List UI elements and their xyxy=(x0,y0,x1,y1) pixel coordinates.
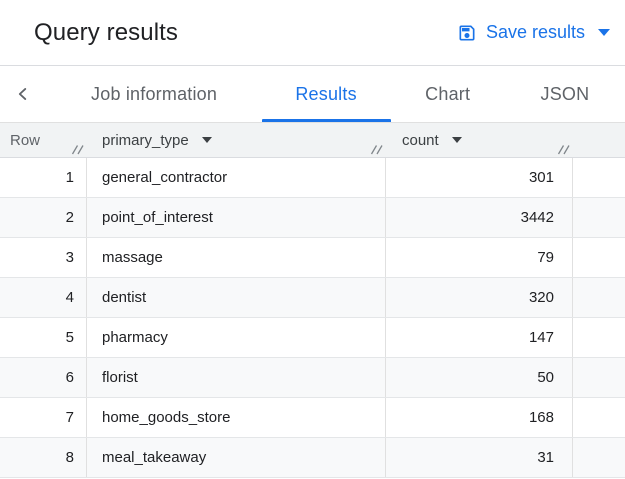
primary-type-cell: pharmacy xyxy=(87,318,386,357)
count-cell: 168 xyxy=(386,398,573,437)
row-number-cell: 2 xyxy=(0,198,87,237)
column-resize-handle[interactable] xyxy=(370,144,383,155)
table-row[interactable]: 2 point_of_interest 3442 xyxy=(0,198,625,238)
row-number-cell: 4 xyxy=(0,278,87,317)
tabs-scroll-back-button[interactable] xyxy=(0,66,47,122)
primary-type-cell: general_contractor xyxy=(87,158,386,197)
column-label: count xyxy=(402,131,439,149)
count-cell: 320 xyxy=(386,278,573,317)
spacer-cell xyxy=(573,238,625,277)
chevron-left-icon xyxy=(12,83,34,105)
count-cell: 79 xyxy=(386,238,573,277)
save-results-button[interactable]: Save results xyxy=(457,22,610,43)
table-header-row: Row primary_type count xyxy=(0,122,625,158)
row-number-cell: 6 xyxy=(0,358,87,397)
tab-label: Chart xyxy=(425,83,471,104)
count-cell: 301 xyxy=(386,158,573,197)
column-header-primary-type: primary_type xyxy=(87,123,386,157)
active-tab-indicator xyxy=(261,119,391,122)
spacer-cell xyxy=(573,398,625,437)
count-cell: 147 xyxy=(386,318,573,357)
tab-json[interactable]: JSON xyxy=(505,66,625,122)
spacer-cell xyxy=(573,358,625,397)
column-menu-caret-icon[interactable] xyxy=(201,137,212,143)
count-cell: 31 xyxy=(386,438,573,477)
primary-type-cell: florist xyxy=(87,358,386,397)
primary-type-cell: home_goods_store xyxy=(87,398,386,437)
column-resize-handle[interactable] xyxy=(557,144,570,155)
spacer-cell xyxy=(573,198,625,237)
tab-results[interactable]: Results xyxy=(261,66,391,122)
primary-type-cell: massage xyxy=(87,238,386,277)
save-results-label: Save results xyxy=(485,22,585,42)
count-cell: 3442 xyxy=(386,198,573,237)
table-row[interactable]: 8 meal_takeaway 31 xyxy=(0,438,625,478)
column-header-count: count xyxy=(386,123,573,157)
spacer-cell xyxy=(573,318,625,357)
results-tabbar: Job information Results Chart JSON xyxy=(0,66,625,122)
count-cell: 50 xyxy=(386,358,573,397)
tab-label: Job information xyxy=(91,83,218,104)
page-title: Query results xyxy=(34,18,179,46)
primary-type-cell: dentist xyxy=(87,278,386,317)
table-row[interactable]: 6 florist 50 xyxy=(0,358,625,398)
row-number-cell: 8 xyxy=(0,438,87,477)
table-row[interactable]: 3 massage 79 xyxy=(0,238,625,278)
table-body: 1 general_contractor 301 2 point_of_inte… xyxy=(0,158,625,478)
column-header-spacer xyxy=(573,123,625,157)
column-label: primary_type xyxy=(102,131,189,149)
row-number-cell: 1 xyxy=(0,158,87,197)
primary-type-cell: meal_takeaway xyxy=(87,438,386,477)
row-number-cell: 5 xyxy=(0,318,87,357)
results-header: Query results Save results xyxy=(0,0,625,66)
spacer-cell xyxy=(573,438,625,477)
spacer-cell xyxy=(573,278,625,317)
tab-chart[interactable]: Chart xyxy=(391,66,505,122)
save-icon xyxy=(457,23,477,43)
tab-label: JSON xyxy=(540,83,590,104)
spacer-cell xyxy=(573,158,625,197)
table-row[interactable]: 7 home_goods_store 168 xyxy=(0,398,625,438)
row-number-cell: 3 xyxy=(0,238,87,277)
tab-label: Results xyxy=(295,83,357,104)
table-row[interactable]: 5 pharmacy 147 xyxy=(0,318,625,358)
column-menu-caret-icon[interactable] xyxy=(451,137,462,143)
save-dropdown-caret-icon xyxy=(598,29,610,36)
column-resize-handle[interactable] xyxy=(71,144,84,155)
column-label: Row xyxy=(10,131,41,149)
row-number-cell: 7 xyxy=(0,398,87,437)
table-row[interactable]: 4 dentist 320 xyxy=(0,278,625,318)
table-row[interactable]: 1 general_contractor 301 xyxy=(0,158,625,198)
primary-type-cell: point_of_interest xyxy=(87,198,386,237)
tab-job-information[interactable]: Job information xyxy=(47,66,262,122)
column-header-row: Row xyxy=(0,123,87,157)
